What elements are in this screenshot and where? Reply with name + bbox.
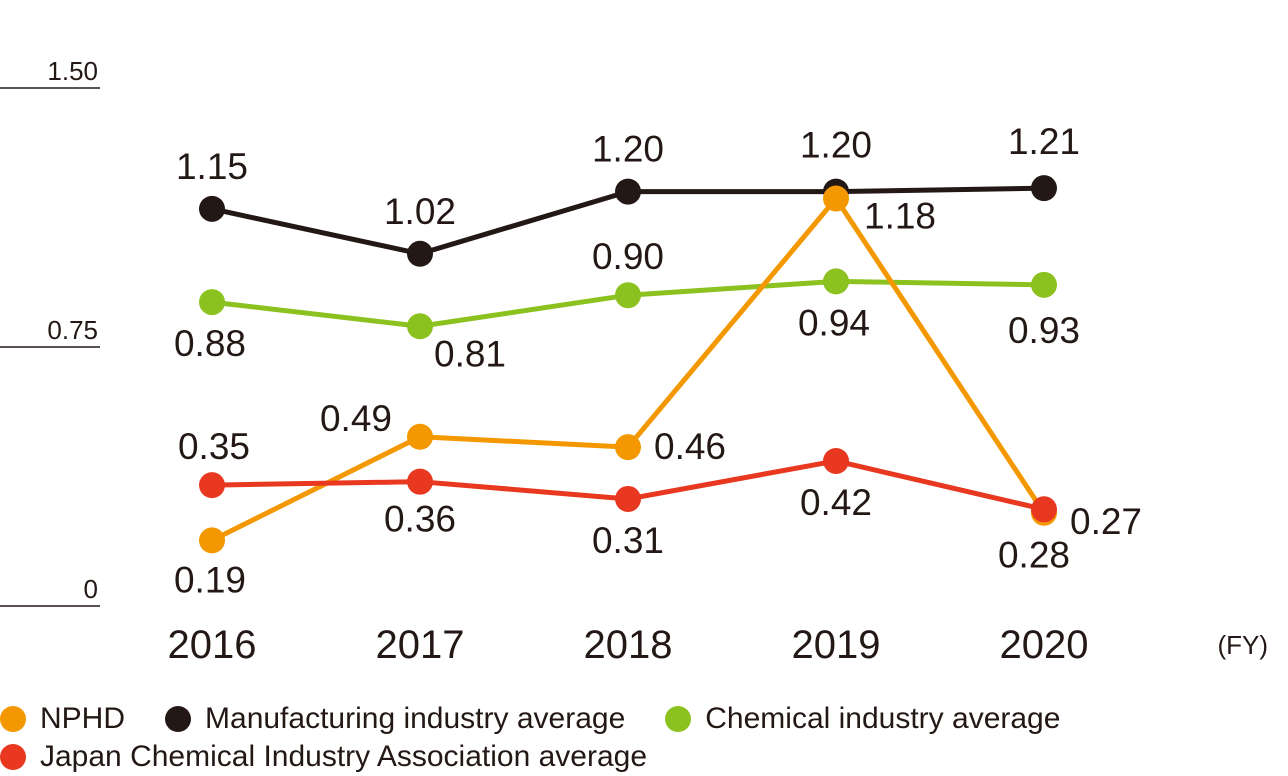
legend-row: Japan Chemical Industry Association aver… [0, 738, 1288, 776]
legend-item-manufacturing: Manufacturing industry average [165, 700, 625, 738]
x-axis: (FY) 2016 2017 2018 2019 2020 [168, 623, 1268, 667]
legend: NPHD Manufacturing industry average Chemic… [0, 700, 1288, 776]
data-label-manufacturing: 1.02 [384, 191, 456, 232]
data-label-manufacturing: 1.21 [1008, 121, 1080, 162]
legend-item-nphd: NPHD [0, 700, 125, 738]
data-label-chemical: 0.90 [592, 236, 664, 277]
data-point-chemical [615, 282, 641, 309]
data-point-nphd [199, 527, 225, 554]
legend-label: Chemical industry average [705, 702, 1061, 735]
data-label-nphd: 0.27 [1070, 501, 1142, 542]
data-labels-layer: 1.15 1.02 1.20 1.20 1.21 0.88 0.81 0.90 0.94 0.93… [174, 121, 1142, 600]
data-label-nphd: 0.46 [654, 426, 726, 467]
data-label-jcia: 0.36 [384, 499, 456, 540]
data-label-nphd: 1.18 [864, 196, 936, 237]
data-point-chemical [1031, 271, 1057, 298]
data-point-chemical [199, 289, 225, 316]
data-point-nphd [823, 185, 849, 212]
legend-item-chemical: Chemical industry average [665, 700, 1060, 738]
data-label-chemical: 0.93 [1008, 310, 1080, 351]
data-label-jcia: 0.35 [178, 426, 250, 467]
data-point-jcia [199, 472, 225, 499]
data-label-nphd: 0.19 [174, 559, 246, 600]
x-tick-label: 2019 [792, 623, 881, 667]
legend-label: NPHD [40, 702, 126, 735]
legend-label: Japan Chemical Industry Association aver… [40, 740, 648, 773]
x-axis-unit-label: (FY) [1217, 630, 1268, 660]
data-label-jcia: 0.28 [998, 534, 1070, 575]
legend-marker-icon [0, 744, 26, 770]
points-layer [199, 175, 1057, 554]
data-point-jcia [615, 485, 641, 512]
data-point-manufacturing [407, 240, 433, 267]
data-label-chemical: 0.94 [798, 302, 870, 343]
legend-label: Manufacturing industry average [205, 702, 626, 735]
data-point-nphd [407, 423, 433, 450]
data-label-chemical: 0.81 [434, 333, 506, 374]
x-tick-label: 2017 [376, 623, 465, 667]
data-label-manufacturing: 1.15 [176, 146, 248, 187]
data-point-chemical [823, 268, 849, 295]
data-point-jcia [1031, 496, 1057, 523]
x-tick-label: 2016 [168, 623, 257, 667]
data-point-manufacturing [1031, 175, 1057, 202]
data-label-jcia: 0.42 [800, 482, 872, 523]
legend-marker-icon [165, 706, 192, 732]
data-label-manufacturing: 1.20 [592, 129, 664, 170]
data-label-manufacturing: 1.20 [800, 125, 872, 166]
line-chart: 0 0.75 1.50 (FY) 2016 2017 2018 2019 2020 1.15… [0, 56, 1268, 667]
data-point-manufacturing [615, 178, 641, 205]
data-label-chemical: 0.88 [174, 323, 246, 364]
x-tick-label: 2020 [1000, 623, 1089, 667]
legend-row: NPHD Manufacturing industry average Chemic… [0, 700, 1288, 738]
y-axis: 0 0.75 1.50 [0, 56, 100, 607]
data-point-manufacturing [199, 195, 225, 222]
legend-marker-icon [0, 706, 26, 732]
y-tick-label: 1.50 [47, 56, 98, 86]
data-point-jcia [823, 447, 849, 474]
y-tick-label: 0.75 [47, 315, 98, 345]
data-label-nphd: 0.49 [320, 398, 392, 439]
x-tick-label: 2018 [584, 623, 673, 667]
data-point-jcia [407, 468, 433, 495]
y-tick-label: 0 [84, 574, 98, 604]
legend-item-jcia: Japan Chemical Industry Association aver… [0, 738, 647, 776]
data-point-nphd [615, 434, 641, 461]
data-point-chemical [407, 313, 433, 340]
data-label-jcia: 0.31 [592, 520, 664, 561]
legend-marker-icon [665, 706, 692, 732]
